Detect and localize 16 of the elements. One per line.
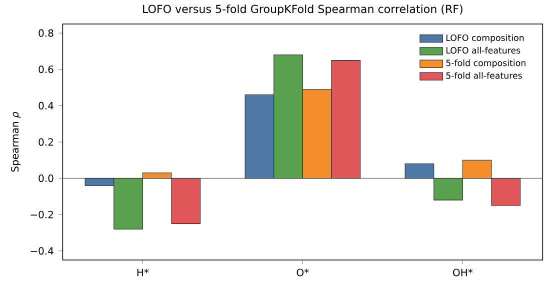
- legend-label: LOFO composition: [446, 34, 524, 43]
- y-tick-label: 0.6: [38, 66, 54, 74]
- x-tick-label: H*: [137, 268, 149, 276]
- y-tick-label: −0.2: [30, 210, 53, 218]
- legend-label: 5-fold all-features: [446, 72, 522, 79]
- y-tick-label: 0.4: [38, 102, 54, 110]
- legend-label: LOFO all-features: [446, 46, 520, 54]
- legend-label: 5-fold composition: [446, 59, 526, 68]
- x-tick-label: OH*: [453, 268, 473, 276]
- y-tick-label: 0.2: [38, 138, 53, 146]
- x-tick-label: O*: [296, 268, 309, 276]
- y-tick-label: 0.0: [38, 174, 54, 182]
- y-axis-title: Spearman ρ: [11, 112, 21, 172]
- y-tick-label: 0.8: [38, 29, 54, 37]
- chart-title: LOFO versus 5-fold GroupKFold Spearman correlation (RF): [143, 4, 462, 16]
- y-tick-label: −0.4: [30, 247, 54, 255]
